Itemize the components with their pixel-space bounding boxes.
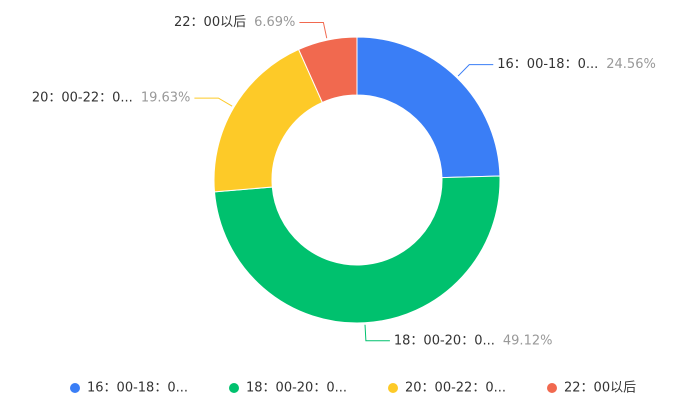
legend-item: 16：00-18：0... xyxy=(70,381,188,396)
slice-label: 22：00以后 xyxy=(174,15,246,30)
donut-slice xyxy=(213,48,323,193)
donut-slice xyxy=(213,175,501,324)
legend-swatch xyxy=(547,383,557,393)
value-label: 49.12% xyxy=(503,333,553,348)
legend-swatch xyxy=(70,383,80,393)
slice-label: 16：00-18：0... xyxy=(497,57,598,72)
legend-item: 22：00以后 xyxy=(547,381,636,396)
leader-line xyxy=(194,97,233,107)
legend-label: 18：00-20：0... xyxy=(246,381,347,396)
slice-label: 20：00-22：0... xyxy=(32,91,133,106)
legend-swatch xyxy=(229,383,239,393)
legend-item: 20：00-22：0... xyxy=(388,381,506,396)
legend-label: 22：00以后 xyxy=(564,381,636,396)
slice-label: 18：00-20：0... xyxy=(394,333,495,348)
value-label: 6.69% xyxy=(254,15,295,30)
leader-line xyxy=(457,64,494,77)
value-label: 24.56% xyxy=(606,57,656,72)
legend-swatch xyxy=(388,383,398,393)
leader-line xyxy=(299,22,328,39)
donut-slice xyxy=(297,36,358,104)
legend-label: 16：00-18：0... xyxy=(87,381,188,396)
legend-item: 18：00-20：0... xyxy=(229,381,347,396)
legend-label: 20：00-22：0... xyxy=(405,381,506,396)
leader-line xyxy=(364,324,390,342)
donut-slice xyxy=(356,36,501,179)
value-label: 19.63% xyxy=(141,91,191,106)
